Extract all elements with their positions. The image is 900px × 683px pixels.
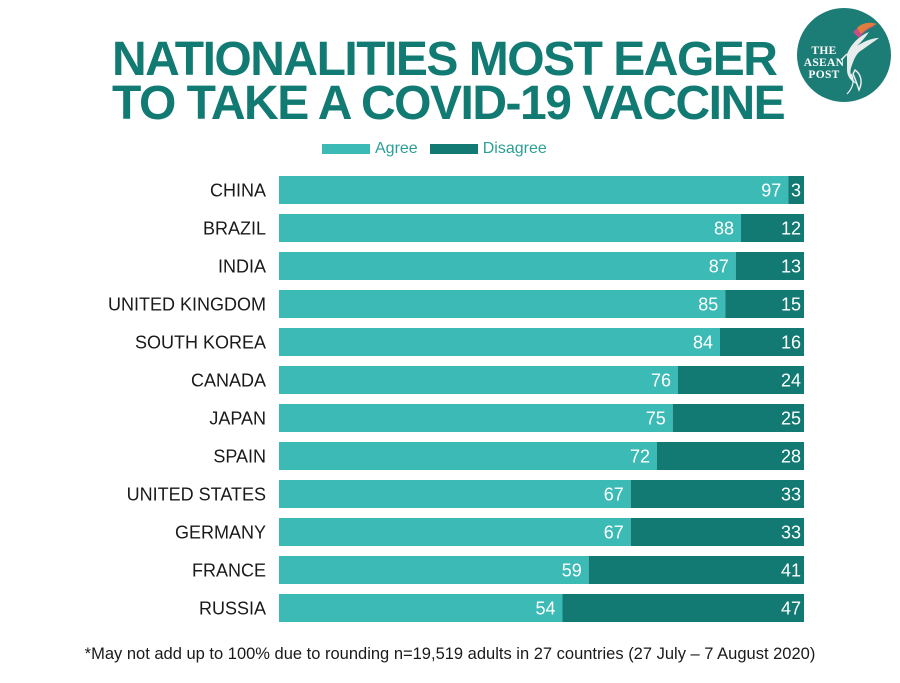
logo-text-asean: ASEAN — [803, 57, 845, 69]
bar-row-brazil: BRAZIL 88 12 — [203, 214, 804, 242]
legend-item-disagree: Disagree — [429, 140, 547, 158]
bar-agree-china — [279, 176, 789, 204]
logo-text-the: THE — [811, 45, 837, 57]
bar-disagree-united-states — [630, 480, 804, 508]
bar-agree-germany — [279, 518, 631, 546]
value-label-disagree-china: 3 — [791, 181, 801, 201]
bar-disagree-south-korea — [720, 328, 804, 356]
legend-item-agree: Agree — [322, 140, 418, 158]
bar-agree-india — [279, 252, 736, 280]
category-label-france: FRANCE — [192, 561, 266, 581]
value-label-disagree-france: 41 — [781, 561, 801, 581]
category-label-china: CHINA — [210, 181, 266, 201]
value-label-agree-united-kingdom: 85 — [698, 295, 718, 315]
bar-row-south-korea: SOUTH KOREA 84 16 — [135, 328, 804, 356]
footnote: *May not add up to 100% due to rounding … — [84, 645, 816, 663]
bar-row-spain: SPAIN 72 28 — [213, 442, 804, 470]
bar-agree-france — [279, 556, 589, 584]
bar-agree-spain — [279, 442, 657, 470]
value-label-disagree-germany: 33 — [781, 523, 801, 543]
bar-row-china: CHINA 97 3 — [210, 176, 804, 204]
bar-agree-united-kingdom — [279, 290, 726, 318]
value-label-disagree-japan: 25 — [781, 409, 801, 429]
bar-agree-canada — [279, 366, 678, 394]
value-label-agree-brazil: 88 — [714, 219, 734, 239]
value-label-agree-japan: 75 — [646, 409, 666, 429]
legend-label-agree: Agree — [375, 140, 418, 157]
legend-swatch-agree — [322, 144, 370, 154]
value-label-disagree-united-states: 33 — [781, 485, 801, 505]
value-label-agree-canada: 76 — [651, 371, 671, 391]
value-label-agree-france: 59 — [562, 561, 582, 581]
value-label-disagree-united-kingdom: 15 — [781, 295, 801, 315]
bar-row-japan: JAPAN 75 25 — [209, 404, 804, 432]
category-label-brazil: BRAZIL — [203, 219, 266, 239]
bar-row-germany: GERMANY 67 33 — [175, 518, 804, 546]
value-label-agree-spain: 72 — [630, 447, 650, 467]
value-label-agree-russia: 54 — [535, 599, 555, 619]
bar-disagree-russia — [562, 594, 804, 622]
bar-agree-russia — [279, 594, 563, 622]
chart-title-line-2: TO TAKE A COVID-19 VACCINE — [112, 77, 786, 130]
logo-circle — [797, 8, 891, 102]
bar-agree-japan — [279, 404, 673, 432]
category-label-japan: JAPAN — [209, 409, 266, 429]
legend-swatch-disagree — [429, 144, 478, 154]
bar-disagree-japan — [672, 404, 804, 432]
category-label-canada: CANADA — [191, 371, 266, 391]
category-label-india: INDIA — [218, 257, 266, 277]
bar-disagree-china — [788, 176, 804, 204]
bar-row-russia: RUSSIA 54 47 — [199, 594, 804, 622]
bar-row-canada: CANADA 76 24 — [191, 366, 804, 394]
chart-legend: Agree Disagree — [322, 139, 559, 159]
category-label-united-states: UNITED STATES — [127, 485, 266, 505]
value-label-disagree-spain: 28 — [781, 447, 801, 467]
hummingbird-icon — [840, 22, 879, 95]
category-label-united-kingdom: UNITED KINGDOM — [108, 295, 266, 315]
category-label-south-korea: SOUTH KOREA — [135, 333, 266, 353]
bar-row-france: FRANCE 59 41 — [192, 556, 804, 584]
value-label-disagree-india: 13 — [781, 257, 801, 277]
value-label-disagree-canada: 24 — [781, 371, 801, 391]
value-label-disagree-russia: 47 — [781, 599, 801, 619]
bar-disagree-brazil — [741, 214, 804, 242]
bar-disagree-france — [588, 556, 804, 584]
legend-label-disagree: Disagree — [482, 140, 547, 157]
category-label-spain: SPAIN — [213, 447, 266, 467]
bar-disagree-india — [735, 252, 804, 280]
value-label-disagree-south-korea: 16 — [781, 333, 801, 353]
category-label-russia: RUSSIA — [199, 599, 266, 619]
value-label-agree-india: 87 — [709, 257, 729, 277]
bar-disagree-canada — [678, 366, 804, 394]
the-asean-post-logo: THE ASEAN POST — [797, 8, 891, 102]
category-label-germany: GERMANY — [175, 523, 266, 543]
logo-text-post: POST — [808, 69, 840, 81]
bar-agree-united-states — [279, 480, 631, 508]
bar-agree-brazil — [279, 214, 741, 242]
bar-disagree-united-kingdom — [725, 290, 804, 318]
value-label-disagree-brazil: 12 — [781, 219, 801, 239]
value-label-agree-united-states: 67 — [604, 485, 624, 505]
chart-title-line-1: NATIONALITIES MOST EAGER — [112, 33, 778, 86]
value-label-agree-south-korea: 84 — [693, 333, 713, 353]
bar-row-india: INDIA 87 13 — [218, 252, 804, 280]
value-label-agree-germany: 67 — [604, 523, 624, 543]
bar-agree-south-korea — [279, 328, 720, 356]
bar-disagree-spain — [657, 442, 804, 470]
logo-badge — [797, 8, 891, 102]
bar-row-united-kingdom: UNITED KINGDOM 85 15 — [108, 290, 804, 318]
bar-disagree-germany — [630, 518, 804, 546]
value-label-agree-china: 97 — [761, 181, 781, 201]
bar-row-united-states: UNITED STATES 67 33 — [127, 480, 804, 508]
